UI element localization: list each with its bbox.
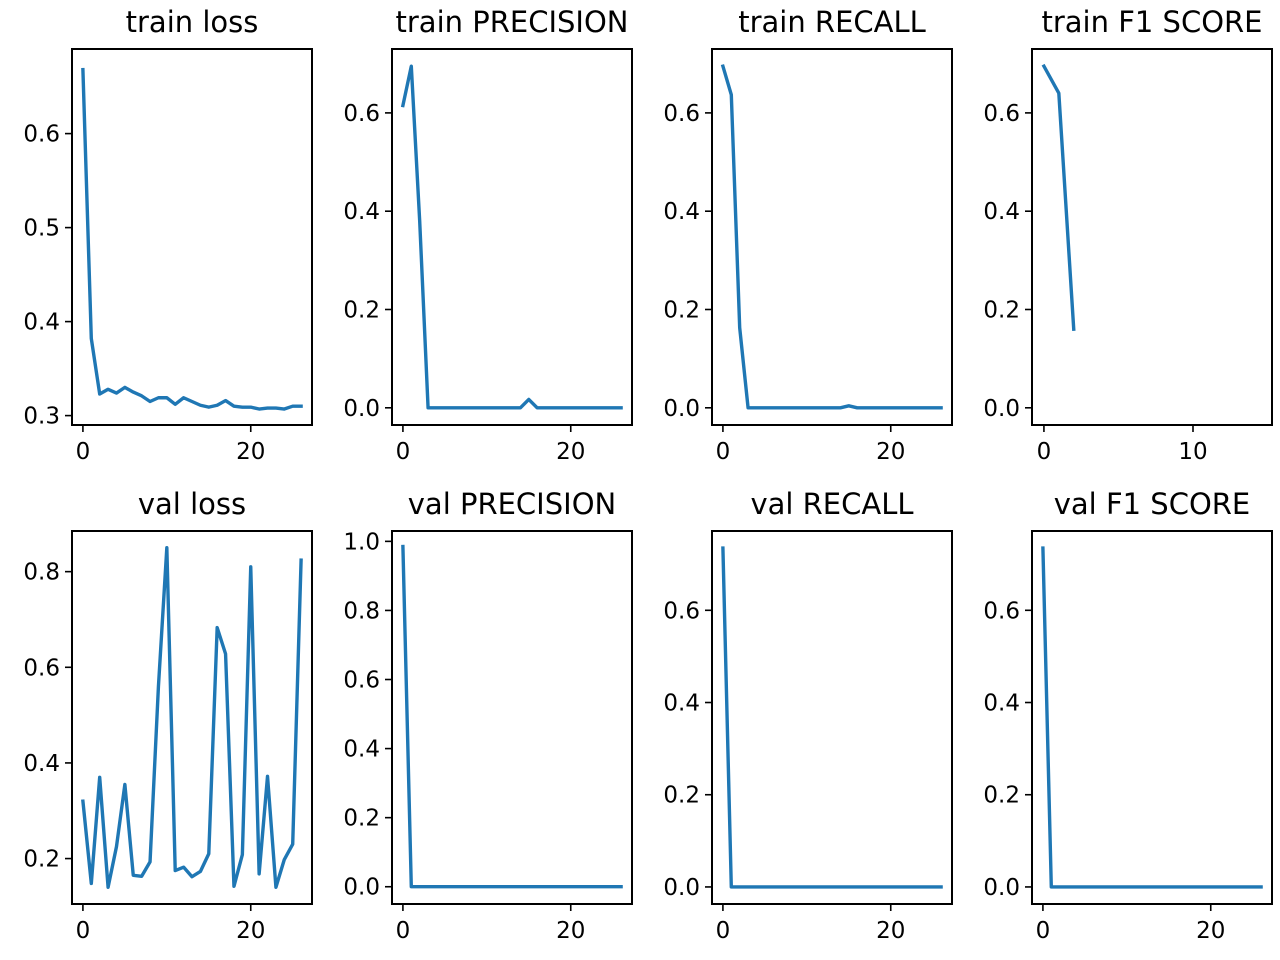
series-line-1 xyxy=(720,64,943,410)
y-tick-label: 0.6 xyxy=(983,101,1020,127)
series-line-1 xyxy=(401,544,623,889)
axes-frame xyxy=(1031,530,1273,905)
y-tick-label: 0.0 xyxy=(663,875,700,901)
axes-frame xyxy=(71,48,313,426)
x-tick-label: 10 xyxy=(1178,439,1207,465)
subplot-4: 0 10 0.0 0.2 0.4 0.6 train F1 SCORE xyxy=(983,5,1273,465)
y-tick-label: 0.6 xyxy=(663,598,700,624)
y-tick-label: 0.4 xyxy=(343,199,380,225)
axes-frame xyxy=(1031,48,1273,426)
subplot-title: val loss xyxy=(138,487,246,521)
y-tick-label: 0.8 xyxy=(23,560,60,586)
series-line-1 xyxy=(1041,546,1263,889)
x-tick-label: 0 xyxy=(716,918,731,944)
y-tick-label: 0.6 xyxy=(343,101,380,127)
y-tick-label: 0.2 xyxy=(343,297,380,323)
x-tick-label: 20 xyxy=(876,439,905,465)
subplot-5: 0 20 0.2 0.4 0.6 0.8 val loss xyxy=(23,487,313,944)
subplot-2: 0 20 0.0 0.2 0.4 0.6 train PRECISION xyxy=(343,5,633,465)
x-tick-label: 20 xyxy=(876,918,905,944)
y-tick-label: 0.2 xyxy=(663,297,700,323)
x-tick-label: 20 xyxy=(556,439,585,465)
x-tick-label: 0 xyxy=(716,439,731,465)
x-tick-label: 0 xyxy=(1036,918,1051,944)
y-tick-label: 0.6 xyxy=(663,101,700,127)
y-tick-label: 0.2 xyxy=(343,806,380,832)
x-tick-label: 20 xyxy=(236,439,265,465)
y-tick-label: 0.2 xyxy=(983,783,1020,809)
subplot-title: train PRECISION xyxy=(396,5,629,39)
y-tick-label: 0.0 xyxy=(343,875,380,901)
y-tick-label: 0.2 xyxy=(23,847,60,873)
series-line-1 xyxy=(1041,63,1076,331)
y-tick-label: 0.2 xyxy=(663,783,700,809)
y-tick-label: 0.4 xyxy=(983,691,1020,717)
y-tick-label: 0.4 xyxy=(343,737,380,763)
series-line-1 xyxy=(721,546,943,889)
subplot-1: 0 20 0.3 0.4 0.5 0.6 train loss xyxy=(23,5,313,465)
x-tick-label: 0 xyxy=(76,918,91,944)
axes-frame xyxy=(711,48,953,426)
y-tick-label: 0.6 xyxy=(23,122,60,148)
y-tick-label: 0.6 xyxy=(343,668,380,694)
y-tick-label: 0.6 xyxy=(983,598,1020,624)
y-tick-label: 0.2 xyxy=(983,297,1020,323)
subplot-title: train RECALL xyxy=(738,5,926,39)
subplot-8: 0 20 0.0 0.2 0.4 0.6 val F1 SCORE xyxy=(983,487,1273,944)
y-tick-label: 0.0 xyxy=(983,396,1020,422)
x-tick-label: 20 xyxy=(1196,918,1225,944)
subplot-3: 0 20 0.0 0.2 0.4 0.6 train RECALL xyxy=(663,5,953,465)
y-tick-label: 0.3 xyxy=(23,404,60,430)
axes-frame xyxy=(711,530,953,905)
y-tick-label: 0.0 xyxy=(343,396,380,422)
axes-frame xyxy=(391,530,633,905)
subplot-title: val PRECISION xyxy=(408,487,616,521)
x-tick-label: 0 xyxy=(76,439,91,465)
x-tick-label: 20 xyxy=(556,918,585,944)
x-tick-label: 0 xyxy=(1037,439,1052,465)
subplot-title: train loss xyxy=(126,5,259,39)
series-line-1 xyxy=(81,67,303,411)
y-tick-label: 0.4 xyxy=(663,199,700,225)
y-tick-label: 0.4 xyxy=(663,691,700,717)
x-tick-label: 0 xyxy=(396,439,411,465)
subplot-title: val F1 SCORE xyxy=(1054,487,1251,521)
x-tick-label: 0 xyxy=(396,918,411,944)
series-line-1 xyxy=(81,546,303,889)
series-line-1 xyxy=(400,64,623,410)
x-tick-label: 20 xyxy=(236,918,265,944)
y-tick-label: 0.0 xyxy=(983,875,1020,901)
y-tick-label: 0.8 xyxy=(343,598,380,624)
y-tick-label: 0.6 xyxy=(23,655,60,681)
y-tick-label: 0.4 xyxy=(23,310,60,336)
y-tick-label: 0.4 xyxy=(983,199,1020,225)
y-tick-label: 0.4 xyxy=(23,751,60,777)
subplot-title: val RECALL xyxy=(750,487,913,521)
subplot-7: 0 20 0.0 0.2 0.4 0.6 val RECALL xyxy=(663,487,953,944)
y-tick-label: 0.0 xyxy=(663,396,700,422)
subplot-title: train F1 SCORE xyxy=(1041,5,1262,39)
y-tick-label: 0.5 xyxy=(23,216,60,242)
axes-frame xyxy=(71,530,313,905)
subplot-6: 0 20 0.0 0.2 0.4 0.6 0.8 1.0 val PRECISION xyxy=(343,487,633,944)
axes-frame xyxy=(391,48,633,426)
y-tick-label: 1.0 xyxy=(343,529,380,555)
